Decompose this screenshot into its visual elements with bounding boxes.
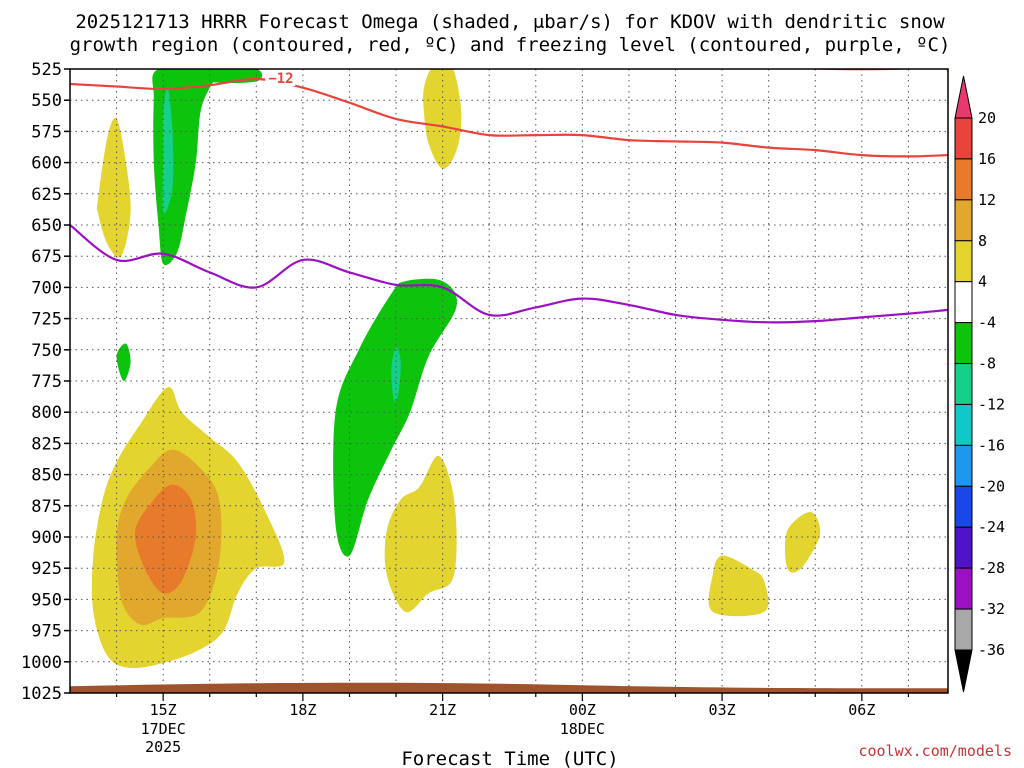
omega-pos-4-near-21z-low bbox=[384, 455, 457, 613]
grid bbox=[70, 69, 948, 693]
dendritic-minus12-upper bbox=[70, 77, 948, 158]
y-tick-label: 550 bbox=[31, 91, 62, 111]
colorbar-segment bbox=[954, 485, 973, 528]
y-tick-label: 825 bbox=[31, 434, 62, 454]
y-tick-label: 900 bbox=[31, 528, 62, 548]
colorbar-segment bbox=[954, 158, 973, 201]
y-tick-label: 750 bbox=[31, 341, 62, 361]
omega-pos-4-near-04z bbox=[784, 511, 821, 573]
y-tick-label: 800 bbox=[31, 403, 62, 423]
y-tick-label: 725 bbox=[31, 310, 62, 330]
colorbar-segment bbox=[954, 567, 973, 610]
y-tick-label: 950 bbox=[31, 590, 62, 610]
colorbar: 20 16 12 8 4 -4 -8 -12 -16 -20 -24 -28 -32 -36 bbox=[954, 75, 1005, 693]
chart-title-line2: growth region (contoured, red, ºC) and f… bbox=[70, 34, 951, 56]
x-tick-label: 03Z bbox=[709, 701, 736, 719]
y-tick-label: 1025 bbox=[21, 684, 62, 704]
y-tick-label: 575 bbox=[31, 122, 62, 142]
y-tick-label: 600 bbox=[31, 154, 62, 174]
omega-pos-4-near-03z bbox=[708, 555, 769, 617]
x-axis-label: Forecast Time (UTC) bbox=[401, 748, 618, 768]
colorbar-label: -36 bbox=[978, 641, 1005, 659]
colorbar-label: -4 bbox=[978, 314, 996, 332]
contour-label: −12 bbox=[268, 71, 293, 87]
x-tick-label: 06Z bbox=[848, 701, 875, 719]
colorbar-max-arrow bbox=[954, 75, 973, 119]
terrain bbox=[70, 682, 948, 693]
plot-area: −12 bbox=[69, 68, 949, 694]
colorbar-label: -32 bbox=[978, 600, 1005, 618]
colorbar-label: -16 bbox=[978, 436, 1005, 454]
omega-neg-8-upper bbox=[162, 87, 174, 214]
colorbar-label: -28 bbox=[978, 559, 1005, 577]
colorbar-segment bbox=[954, 199, 973, 242]
colorbar-label: 8 bbox=[978, 232, 987, 250]
freezing-level-zero bbox=[70, 224, 948, 324]
y-tick-label: 775 bbox=[31, 372, 62, 392]
y-tick-label: 1000 bbox=[21, 653, 62, 673]
colorbar-segment bbox=[954, 322, 973, 365]
colorbar-segment bbox=[954, 240, 973, 283]
colorbar-segment bbox=[954, 117, 973, 160]
colorbar-label: -24 bbox=[978, 518, 1005, 536]
colorbar-segment bbox=[954, 403, 973, 446]
x-tick-label: 21Z bbox=[429, 701, 456, 719]
colorbar-segment bbox=[954, 363, 973, 405]
omega-neg-8-mid bbox=[391, 347, 401, 402]
x-tick-label: 18Z bbox=[289, 701, 316, 719]
y-tick-label: 850 bbox=[31, 466, 62, 486]
y-tick-label: 700 bbox=[31, 278, 62, 298]
omega-neg-4-small-left bbox=[116, 343, 131, 382]
y-tick-label: 650 bbox=[31, 216, 62, 236]
y-tick-label: 675 bbox=[31, 247, 62, 267]
y-axis: 525 550 575 600 625 650 675 700 725 750 775 800 825 8… bbox=[21, 60, 70, 704]
colorbar-min-arrow bbox=[954, 649, 973, 693]
colorbar-segment bbox=[954, 526, 973, 569]
colorbar-segment bbox=[954, 444, 973, 487]
contour-label-bg bbox=[265, 70, 296, 86]
colorbar-label: 16 bbox=[978, 150, 996, 168]
source-credit: coolwx.com/models bbox=[858, 742, 1012, 760]
omega-pos-12-core bbox=[134, 484, 197, 594]
colorbar-label: 20 bbox=[978, 109, 996, 127]
colorbar-label: -8 bbox=[978, 355, 996, 373]
colorbar-label: -12 bbox=[978, 395, 1005, 413]
x-tick-date: 18DEC bbox=[560, 720, 605, 738]
x-tick-label: 00Z bbox=[569, 701, 596, 719]
y-tick-label: 625 bbox=[31, 185, 62, 205]
colorbar-segment bbox=[954, 281, 973, 324]
y-tick-label: 975 bbox=[31, 622, 62, 642]
y-tick-label: 875 bbox=[31, 497, 62, 517]
omega-neg-4-mid bbox=[333, 278, 458, 557]
x-tick-date: 17DEC bbox=[141, 720, 186, 738]
x-tick-label: 15Z bbox=[150, 701, 177, 719]
omega-pos-4-rise-left-upper bbox=[96, 117, 131, 258]
chart-title-line1: 2025121713 HRRR Forecast Omega (shaded, … bbox=[75, 11, 945, 33]
y-tick-label: 525 bbox=[31, 60, 62, 80]
y-tick-label: 925 bbox=[31, 559, 62, 579]
colorbar-label: 12 bbox=[978, 191, 996, 209]
colorbar-label: -20 bbox=[978, 477, 1005, 495]
plot-content: −12 bbox=[70, 69, 948, 693]
colorbar-segment bbox=[954, 608, 973, 651]
x-tick-year: 2025 bbox=[145, 738, 181, 756]
colorbar-label: 4 bbox=[978, 273, 987, 291]
